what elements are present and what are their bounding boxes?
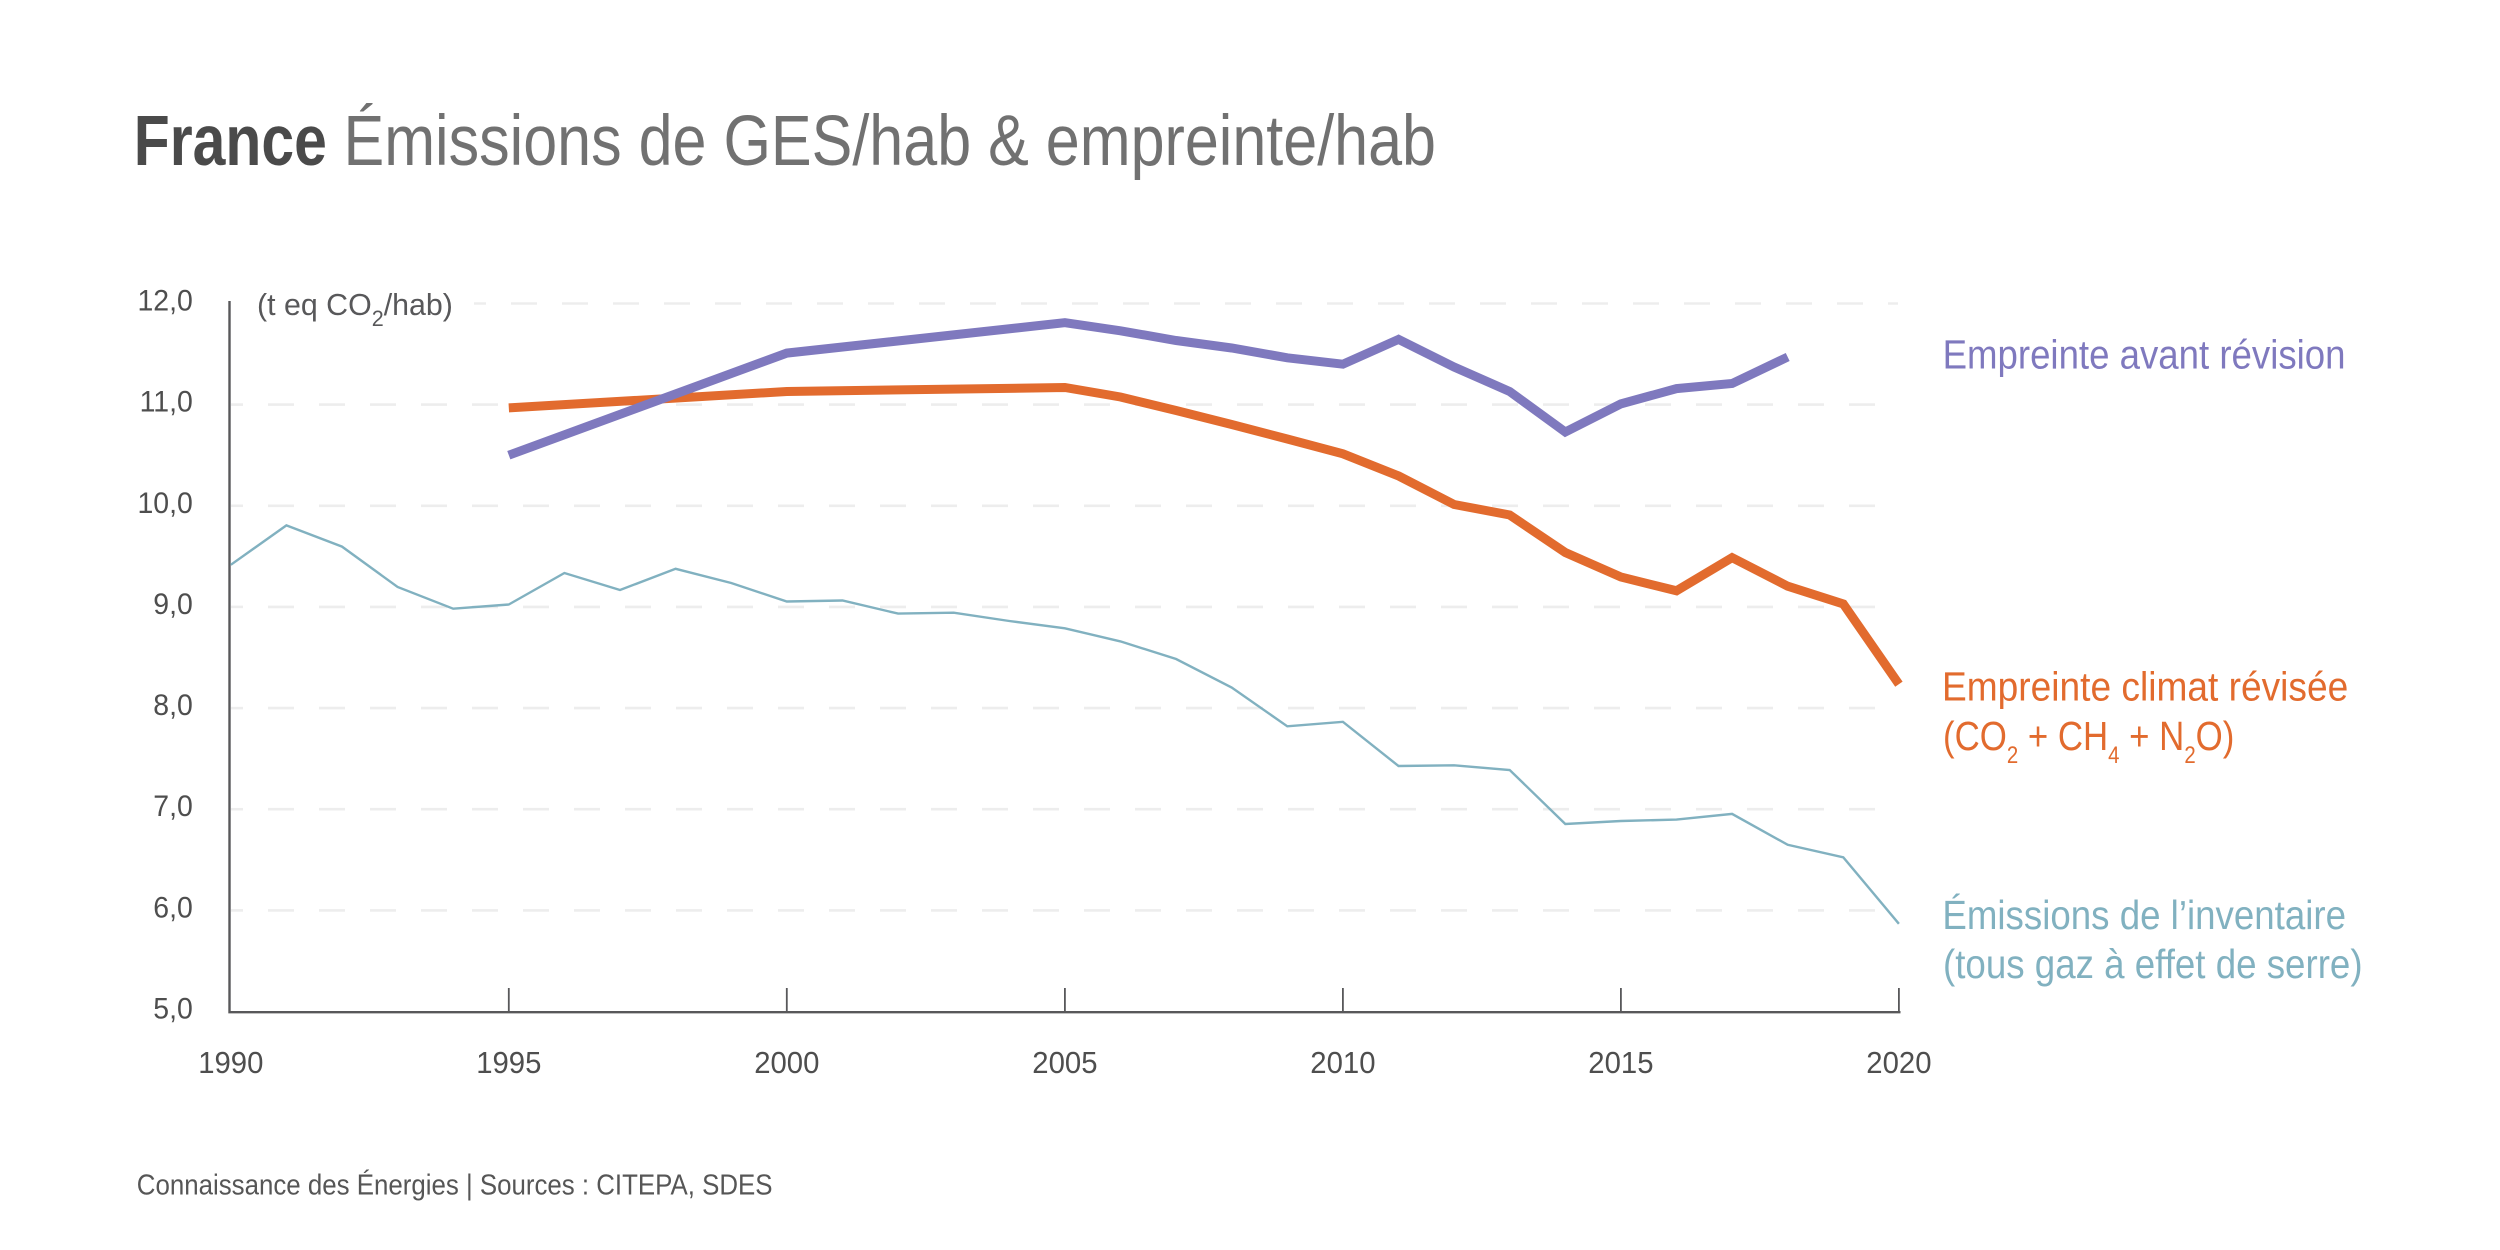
svg-text:2005: 2005 [1032, 1046, 1097, 1080]
svg-text:9,0: 9,0 [153, 588, 193, 621]
svg-text:(tous gaz à effet de serre): (tous gaz à effet de serre) [1943, 942, 2363, 987]
svg-text:11,0: 11,0 [140, 386, 193, 419]
svg-text:1990: 1990 [198, 1046, 263, 1080]
svg-text:8,0: 8,0 [153, 690, 193, 723]
svg-text:2020: 2020 [1866, 1046, 1931, 1080]
svg-text:2010: 2010 [1310, 1046, 1375, 1080]
svg-text:(CO2 + CH4 + N2O): (CO2 + CH4 + N2O) [1943, 714, 2234, 768]
svg-text:6,0: 6,0 [153, 892, 193, 925]
svg-text:Empreinte avant révision: Empreinte avant révision [1943, 333, 2346, 378]
svg-text:7,0: 7,0 [153, 791, 193, 824]
svg-text:10,0: 10,0 [137, 487, 192, 520]
svg-text:Émissions de l’inventaire: Émissions de l’inventaire [1942, 893, 2346, 938]
svg-text:1995: 1995 [476, 1046, 541, 1080]
svg-text:(t eq CO2/hab): (t eq CO2/hab) [257, 287, 453, 331]
svg-text:2000: 2000 [754, 1046, 819, 1080]
svg-text:12,0: 12,0 [137, 285, 192, 318]
svg-text:5,0: 5,0 [153, 993, 193, 1026]
svg-text:Émissions de GES/hab & emprein: Émissions de GES/hab & empreinte/hab [344, 102, 1437, 181]
svg-text:Empreinte climat révisée: Empreinte climat révisée [1942, 665, 2348, 710]
svg-text:2015: 2015 [1588, 1046, 1653, 1080]
svg-text:France: France [134, 101, 327, 180]
svg-text:Connaissance des Énergies | So: Connaissance des Énergies | Sources : CI… [137, 1168, 773, 1201]
